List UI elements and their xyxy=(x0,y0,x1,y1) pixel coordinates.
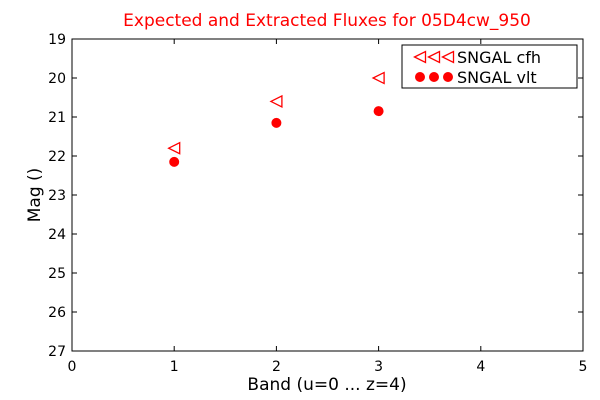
vlt-point xyxy=(271,117,282,128)
legend-marker xyxy=(427,50,441,64)
cfh-point xyxy=(371,71,385,85)
vlt-point xyxy=(169,156,180,167)
y-tick-label: 20 xyxy=(48,71,66,87)
cfh-point xyxy=(167,141,181,155)
x-tick-label: 0 xyxy=(68,359,77,375)
x-tick-label: 2 xyxy=(272,359,281,375)
x-axis: 0 1 2 3 4 5 xyxy=(68,39,588,375)
x-axis-label: Band (u=0 ... z=4) xyxy=(247,375,406,395)
x-tick-label: 1 xyxy=(170,359,179,375)
legend-marker xyxy=(415,72,425,82)
y-tick-label: 23 xyxy=(48,188,66,204)
data-marks xyxy=(167,71,385,167)
vlt-point xyxy=(373,106,384,117)
y-axis: 19 20 21 22 23 24 25 26 27 xyxy=(48,32,583,360)
legend-marker xyxy=(429,72,439,82)
legend-label: SNGAL vlt xyxy=(457,68,537,87)
y-tick-label: 22 xyxy=(48,149,66,165)
cfh-point xyxy=(269,94,283,108)
y-tick-label: 19 xyxy=(48,32,66,48)
legend-label: SNGAL cfh xyxy=(457,48,541,67)
x-tick-label: 4 xyxy=(476,359,485,375)
y-tick-label: 26 xyxy=(48,305,66,321)
y-tick-label: 27 xyxy=(48,344,66,360)
legend-marker xyxy=(413,50,427,64)
y-tick-label: 24 xyxy=(48,227,66,243)
y-tick-label: 25 xyxy=(48,266,66,282)
x-tick-label: 5 xyxy=(579,359,588,375)
y-axis-label: Mag () xyxy=(25,168,45,223)
chart-title: Expected and Extracted Fluxes for 05D4cw… xyxy=(123,11,531,31)
x-tick-label: 3 xyxy=(374,359,383,375)
y-tick-label: 21 xyxy=(48,110,66,126)
legend-marker xyxy=(443,72,453,82)
legend-marker xyxy=(441,50,455,64)
